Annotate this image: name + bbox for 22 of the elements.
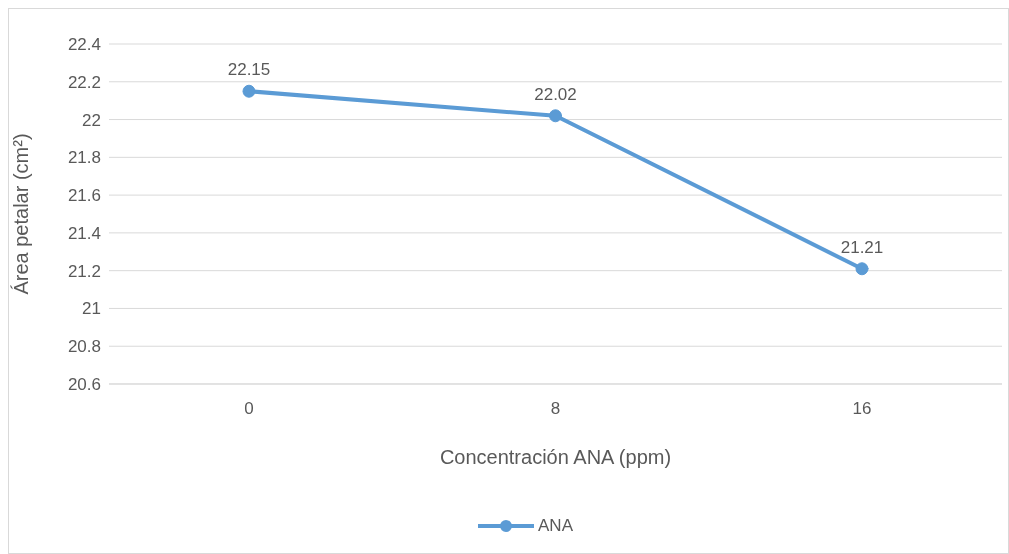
point [242,84,256,98]
x-axis-title: Concentración ANA (ppm) [439,446,672,468]
y-axis-title: Área petalar (cm²) [10,133,33,295]
legend-label: ANA [538,516,573,536]
y-tick-label: 21.8 [67,148,101,168]
y-tick-label: 21.4 [67,223,101,243]
x-tick-label: 8 [550,399,561,419]
y-tick-label: 21.6 [67,186,101,206]
y-tick-label: 22.2 [67,72,101,92]
x-tick-label: 16 [852,399,872,419]
data-label: 22.02 [534,84,577,104]
y-tick-label: 22 [82,110,101,130]
y-tick-label: 20.6 [67,375,101,395]
y-tick-label: 22.4 [67,35,101,55]
point [855,262,869,276]
y-tick-label: 20.8 [67,337,101,357]
data-label: 21.21 [840,237,884,257]
y-tick-label: 21.2 [67,261,101,281]
x-tick-label: 0 [244,399,254,419]
data-label: 22.15 [227,60,271,80]
point [549,109,562,123]
y-tick-label: 21 [82,299,101,319]
